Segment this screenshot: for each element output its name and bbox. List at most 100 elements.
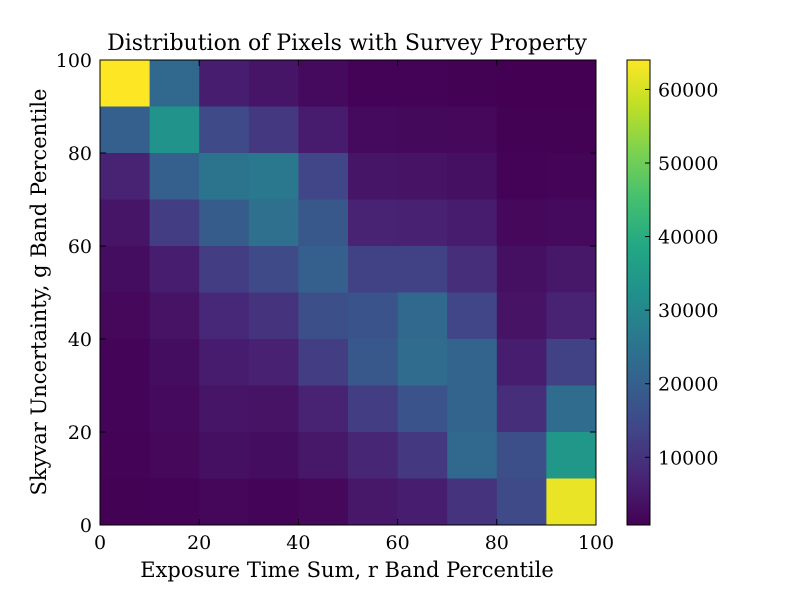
heatmap-cell	[298, 339, 349, 386]
y-tick-label: 0	[80, 515, 92, 537]
y-tick-label: 60	[68, 236, 92, 258]
heatmap-cell	[199, 385, 250, 433]
heatmap-cell	[248, 199, 299, 247]
chart-title: Distribution of Pixels with Survey Prope…	[107, 31, 587, 56]
heatmap-cell	[546, 478, 597, 526]
heatmap-cell	[298, 153, 349, 200]
heatmap-cell	[546, 60, 597, 107]
heatmap-cell	[546, 339, 597, 386]
heatmap-cell	[397, 478, 448, 526]
heatmap-cell	[348, 246, 399, 293]
colorbar-ticks: 10000 20000 30000 40000 50000 60000	[645, 79, 718, 469]
x-tick-label: 0	[94, 532, 106, 554]
heatmap-cell	[100, 153, 151, 200]
heatmap-cell	[397, 246, 448, 293]
heatmap-cell	[100, 106, 151, 154]
heatmap-cell	[199, 432, 250, 479]
x-axis-ticks: 0 20 40 60 80 100	[94, 60, 614, 554]
heatmap-cell	[496, 339, 547, 386]
colorbar	[626, 59, 651, 526]
x-tick-label: 80	[485, 532, 509, 554]
heatmap-cell	[248, 292, 299, 340]
heatmap-cell	[199, 292, 250, 340]
heatmap-cell	[496, 292, 547, 340]
heatmap-cell	[496, 385, 547, 433]
heatmap-cell	[199, 478, 250, 526]
heatmap-cell	[149, 199, 200, 247]
heatmap-cell	[248, 339, 299, 386]
heatmap-cells	[100, 60, 597, 526]
heatmap-cell	[496, 153, 547, 200]
heatmap-cell	[248, 432, 299, 479]
heatmap-cell	[100, 292, 151, 340]
heatmap-cell	[447, 153, 498, 200]
y-tick-label: 100	[56, 50, 92, 72]
heatmap-cell	[496, 106, 547, 154]
heatmap-cell	[248, 478, 299, 526]
heatmap-cell	[397, 432, 448, 479]
heatmap-cell	[397, 106, 448, 154]
heatmap-cell	[447, 199, 498, 247]
heatmap-cell	[199, 106, 250, 154]
heatmap-cell	[298, 292, 349, 340]
heatmap-cell	[496, 246, 547, 293]
heatmap-cell	[496, 432, 547, 479]
heatmap-cell	[248, 60, 299, 107]
x-tick-label: 60	[386, 532, 410, 554]
heatmap-cell	[447, 106, 498, 154]
plot-frame	[99, 59, 597, 526]
y-tick-label: 20	[68, 422, 92, 444]
y-axis-label: Skyvar Uncertainty, g Band Percentile	[27, 89, 51, 496]
heatmap-cell	[348, 60, 399, 107]
heatmap-cell	[546, 199, 597, 247]
heatmap-cell	[348, 339, 399, 386]
heatmap-cell	[149, 153, 200, 200]
heatmap-cell	[447, 478, 498, 526]
heatmap-cell	[397, 60, 448, 107]
heatmap-cell	[546, 292, 597, 340]
heatmap-cell	[348, 106, 399, 154]
heatmap-cell	[100, 246, 151, 293]
heatmap-cell	[546, 246, 597, 293]
heatmap-cell	[298, 478, 349, 526]
heatmap-cell	[199, 60, 250, 107]
y-tick-label: 40	[68, 329, 92, 351]
heatmap-cell	[348, 432, 399, 479]
heatmap-cell	[496, 478, 547, 526]
heatmap-cell	[100, 432, 151, 479]
heatmap-cell	[100, 478, 151, 526]
x-tick-label: 20	[187, 532, 211, 554]
heatmap-cell	[298, 199, 349, 247]
heatmap-cell	[149, 106, 200, 154]
heatmap-cell	[199, 339, 250, 386]
heatmap-cell	[298, 385, 349, 433]
heatmap-cell	[447, 246, 498, 293]
heatmap-cell	[149, 432, 200, 479]
colorbar-tick-label: 30000	[658, 300, 718, 322]
heatmap-cell	[348, 199, 399, 247]
colorbar-tick-label: 20000	[658, 374, 718, 396]
heatmap-cell	[248, 106, 299, 154]
heatmap-cell	[248, 153, 299, 200]
x-axis-label: Exposure Time Sum, r Band Percentile	[140, 558, 554, 582]
heatmap-cell	[100, 60, 151, 107]
heatmap-cell	[248, 385, 299, 433]
heatmap-cell	[298, 60, 349, 107]
heatmap-cell	[447, 60, 498, 107]
heatmap-cell	[298, 106, 349, 154]
heatmap-cell	[149, 292, 200, 340]
heatmap-cell	[397, 292, 448, 340]
heatmap-cell	[447, 339, 498, 386]
colorbar-tick-label: 40000	[658, 227, 718, 249]
heatmap-cell	[447, 292, 498, 340]
x-tick-label: 100	[578, 532, 614, 554]
colorbar-tick-label: 60000	[658, 79, 718, 101]
heatmap-cell	[149, 339, 200, 386]
heatmap-cell	[397, 339, 448, 386]
heatmap-cell	[199, 153, 250, 200]
colorbar-tick-label: 50000	[658, 153, 718, 175]
heatmap-cell	[298, 246, 349, 293]
heatmap-cell	[248, 246, 299, 293]
y-tick-label: 80	[68, 143, 92, 165]
heatmap-cell	[447, 432, 498, 479]
